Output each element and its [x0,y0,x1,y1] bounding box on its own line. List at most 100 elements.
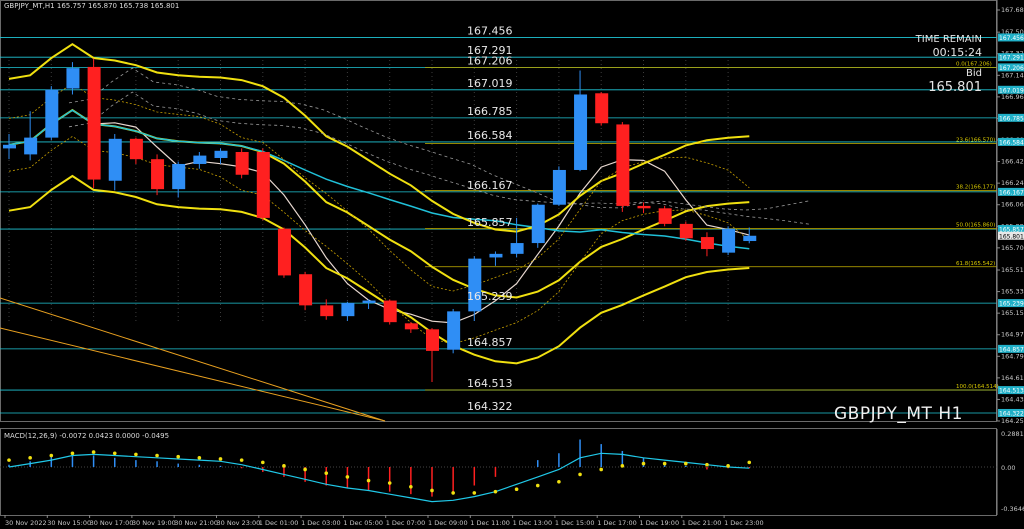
macd-signal-dot [91,450,96,454]
cloud-line [68,67,810,211]
price-marker-label: 166.584 [999,139,1024,146]
macd-signal-dot [599,467,603,472]
candle-body [404,323,418,330]
candle-body [45,89,59,138]
time-tick-label: 30 Nov 17:00 [90,519,134,527]
level-label: 164.857 [467,336,513,349]
time-tick-label: 1 Dec 15:00 [555,519,595,527]
envelope-lower [8,135,750,345]
time-tick-label: 1 Dec 17:00 [597,519,637,527]
macd-signal-dot [282,464,286,468]
fibo-label: 23.6(166.570) [956,138,995,144]
price-marker [998,187,1024,196]
level-label: 166.785 [467,105,513,118]
price-marker-label: 164.322 [999,410,1024,417]
candle [45,86,59,141]
price-marker-label: 164.513 [999,388,1024,395]
level-label: 166.584 [467,129,513,142]
price-tick-label: 167.500 [1001,28,1024,36]
candle [616,122,630,212]
price-tick-label: 165.700 [1001,244,1024,252]
macd-axis-label: -0.3646 [1001,505,1024,513]
candle [172,161,186,198]
macd-signal-dot [28,456,32,460]
symbol-watermark: GBPJPY_MT H1 [834,404,963,424]
price-marker [998,113,1024,122]
candle-body [468,258,482,312]
price-marker [998,299,1024,308]
macd-signal-dot [451,491,455,495]
candle [383,299,397,325]
price-tick-label: 164.615 [1001,374,1024,382]
macd-signal-dot [303,467,307,472]
candle [277,227,291,278]
candle [468,256,482,321]
chart-title: GBPJPY_MT,H1 165.757 165.870 165.738 165… [4,2,179,10]
symbol-label: GBPJPY_MT,H1 [4,2,55,10]
macd-signal-dot [366,478,371,483]
time-tick-label: 1 Dec 23:00 [724,519,764,527]
candle-body [743,235,757,242]
candle-body [489,253,503,258]
candle [129,137,143,164]
macd-frame [0,428,997,516]
time-tick-label: 30 Nov 15:00 [47,519,91,527]
price-tick-label: 166.240 [1001,179,1024,187]
time-tick-label: 1 Dec 03:00 [301,519,341,527]
candle [722,226,736,256]
candle [3,134,16,160]
macd-line [8,452,750,503]
candle-body [679,223,693,239]
price-tick-label: 167.685 [1001,6,1024,14]
candle-body [362,300,376,303]
time-remain-value: 00:15:24 [932,46,982,59]
price-marker-label: 166.167 [999,189,1024,196]
price-tick-label: 164.795 [1001,352,1024,360]
candle [489,251,503,266]
candle [510,217,524,258]
macd-signal-dot [7,458,11,462]
candle [679,221,693,241]
level-label: 165.857 [467,216,513,229]
price-marker [998,53,1024,62]
macd-signal-dot [218,457,223,461]
cloud-line [68,91,810,225]
candle [574,70,588,172]
price-marker-label: 165.801 [999,233,1024,240]
candle-body [108,138,122,181]
candle [24,111,38,161]
level-label: 167.456 [467,24,513,37]
macd-signal-dot [705,462,709,467]
price-tick-label: 166.420 [1001,158,1024,166]
time-remain-label: TIME REMAIN [915,34,982,45]
candle-body [447,311,461,350]
price-tick-label: 165.515 [1001,266,1024,274]
macd-signal-dot [197,456,202,460]
price-marker [998,386,1024,395]
candle [700,232,714,257]
candle [320,299,334,320]
macd-axis-label: 0.00 [1001,464,1015,472]
level-label: 167.291 [467,44,513,57]
macd-panel: 0.2881 0.00 -0.3646 [0,429,1024,515]
bid-label: Bid [966,68,982,79]
level-label: 164.513 [467,377,513,390]
fibo-label: 38.2(166.177) [956,185,995,191]
macd-signal-dot [134,452,138,457]
macd-signal-dot [324,471,329,475]
band-upper [8,43,750,233]
time-tick-label: 30 Nov 19:00 [132,519,176,527]
candle-body [658,208,672,224]
band-lower [8,174,750,365]
macd-signal-dot [684,461,688,466]
fibo-label: 100.0(164.514) [956,384,999,390]
macd-signal-dot [345,475,350,479]
candle-body [552,169,566,205]
price-marker-label: 165.239 [999,301,1024,308]
envelope-upper [8,83,750,292]
candle-body [277,228,291,276]
macd-signal-dot [578,472,582,477]
candle-body [341,302,355,317]
time-tick-label: 1 Dec 05:00 [343,519,383,527]
